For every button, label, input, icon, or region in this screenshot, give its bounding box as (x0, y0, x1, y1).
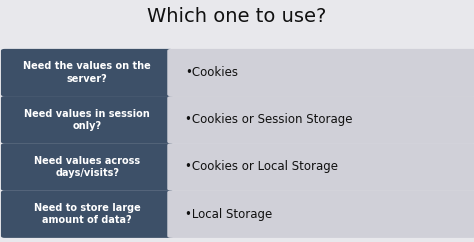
Text: •Cookies or Session Storage: •Cookies or Session Storage (185, 113, 353, 126)
FancyBboxPatch shape (167, 143, 474, 191)
FancyBboxPatch shape (1, 143, 173, 191)
FancyBboxPatch shape (1, 190, 173, 238)
Text: •Cookies or Local Storage: •Cookies or Local Storage (185, 160, 338, 174)
Text: •Cookies: •Cookies (185, 66, 238, 79)
Text: Need the values on the
server?: Need the values on the server? (23, 61, 151, 84)
FancyBboxPatch shape (167, 190, 474, 238)
Text: Which one to use?: Which one to use? (147, 7, 327, 26)
FancyBboxPatch shape (167, 49, 474, 96)
Text: •Local Storage: •Local Storage (185, 208, 273, 221)
FancyBboxPatch shape (167, 96, 474, 144)
Text: Need values in session
only?: Need values in session only? (24, 109, 150, 131)
FancyBboxPatch shape (1, 96, 173, 144)
FancyBboxPatch shape (1, 49, 173, 96)
Text: Need values across
days/visits?: Need values across days/visits? (34, 156, 140, 178)
Text: Need to store large
amount of data?: Need to store large amount of data? (34, 203, 141, 225)
